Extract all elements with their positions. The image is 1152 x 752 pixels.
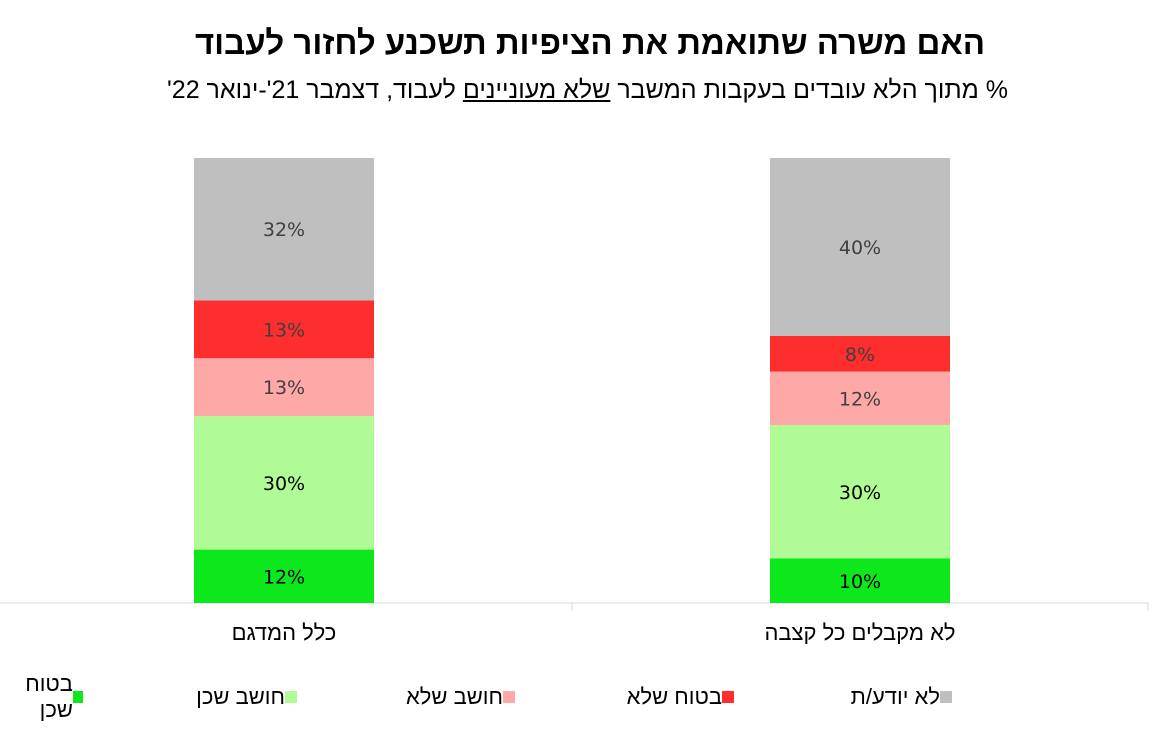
- data-label: 12%: [839, 388, 881, 410]
- legend-swatch: [503, 691, 515, 703]
- legend-swatch: [722, 691, 734, 703]
- bar-segment: [194, 158, 374, 301]
- legend-label: בטוח שכן: [25, 671, 73, 722]
- data-label: 12%: [263, 566, 305, 588]
- bar-segment: [770, 558, 950, 603]
- legend-swatch: [940, 691, 952, 703]
- data-label: 10%: [839, 571, 881, 593]
- data-label: 13%: [263, 377, 305, 399]
- legend-label: חושב שכן: [196, 684, 285, 709]
- category-label: לא מקבלים כל קצבה: [764, 620, 956, 645]
- bar-segment: [770, 425, 950, 559]
- legend: בטוח שכן חושב שכן חושב שלא בטוח שלא לא י…: [0, 671, 1152, 722]
- legend-label: לא יודע/ת: [850, 684, 940, 709]
- bar-segment: [194, 549, 374, 603]
- data-label: 8%: [845, 344, 875, 366]
- bars-group: 10% 30% 12% 8% 40% 12% 30% 13% 13% 32%: [194, 158, 950, 603]
- data-label: 30%: [263, 473, 305, 495]
- bar-segment: [194, 416, 374, 550]
- subtitle-underlined: שלא מעוניינים: [462, 76, 611, 104]
- category-label: כלל המדגם: [231, 620, 337, 645]
- bar-segment: [770, 158, 950, 336]
- bar-segment: [194, 358, 374, 417]
- subtitle-suffix: לעבוד, דצמבר 21'-ינואר 22': [167, 76, 463, 104]
- subtitle-prefix: % מתוך הלא עובדים בעקבות המשבר: [610, 76, 1008, 104]
- legend-label: בטוח שלא: [626, 684, 722, 709]
- data-label: 13%: [263, 319, 305, 341]
- legend-swatch: [72, 691, 83, 703]
- bar-segment: [770, 336, 950, 372]
- legend-item: חושב שכן: [196, 682, 307, 712]
- data-label: 30%: [839, 482, 881, 504]
- data-label: 40%: [839, 237, 881, 259]
- legend-item: חושב שלא: [406, 682, 525, 712]
- bar-segment: [770, 371, 950, 425]
- chart-subtitle: % מתוך הלא עובדים בעקבות המשבר שלא מעוני…: [0, 76, 1152, 105]
- bar-segment: [194, 300, 374, 359]
- legend-item: בטוח שכן: [0, 671, 93, 722]
- chart-title: האם משרה שתואמת את הציפיות תשכנע לחזור ל…: [194, 24, 986, 61]
- legend-swatch: [285, 691, 297, 703]
- legend-item: לא יודע/ת: [851, 682, 962, 712]
- legend-item: בטוח שלא: [627, 682, 744, 712]
- data-label: 32%: [263, 219, 305, 241]
- legend-label: חושב שלא: [405, 684, 503, 709]
